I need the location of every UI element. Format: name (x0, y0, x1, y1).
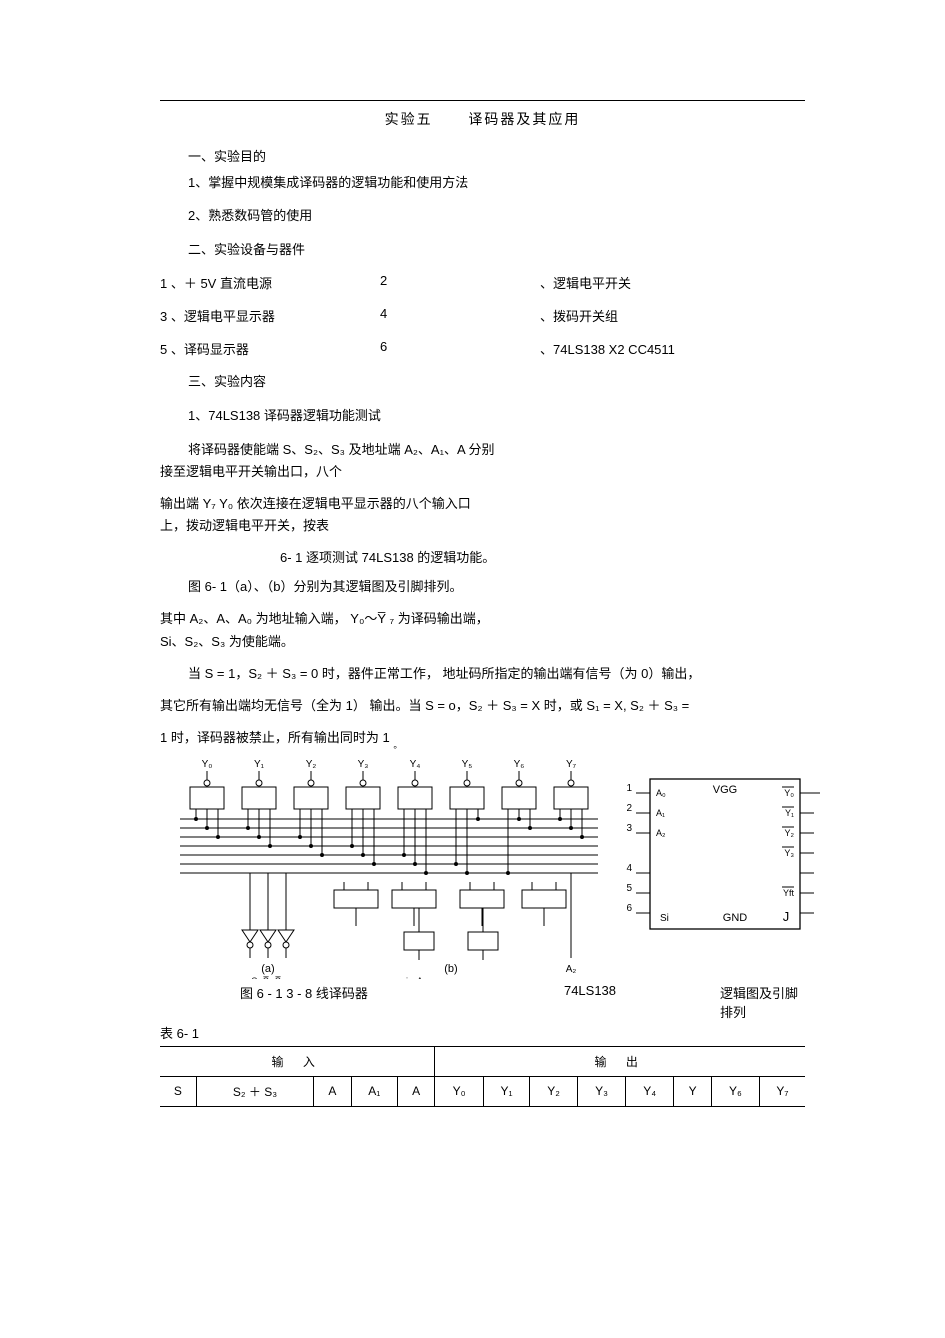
section-1-heading: 一、实验目的 (160, 147, 805, 167)
equip-2a: 3 、逻辑电平显示器 (160, 306, 380, 325)
th-col: Y₁ (483, 1076, 529, 1106)
paragraph-6: 其它所有输出端均无信号（全为 1） 输出。当 S = o，S₂ ＋ S₃ = X… (160, 695, 805, 717)
table-head-cols: SS₂ ＋ S₃AA₁AY₀Y₁Y₂Y₃Y₄YY₆Y₇ (160, 1076, 805, 1106)
paragraph-1: 将译码器使能端 S、S₂、S₃ 及地址端 A₂、A₁、A 分别 接至逻辑电平开关… (160, 439, 805, 483)
svg-text:Y₀: Y₀ (202, 759, 213, 770)
svg-text:Y₆: Y₆ (514, 759, 525, 770)
para1-line2: 接至逻辑电平开关输出口，八个 (160, 464, 342, 479)
doc-title: 实验五 译码器及其应用 (160, 109, 805, 129)
equip-row-3: 5 、译码显示器 6 、74LS138 X2 CC4511 (160, 339, 805, 358)
circuit-diagram: Y₀ Y₁ Y₂ Y₃ Y₄ Y₅ Y₆ Y₇ (a)S₁ S̅₂ S̅₃ (b) j₁₀ As A₂… (160, 759, 805, 979)
svg-text:Y₁: Y₁ (254, 759, 265, 770)
svg-text:Y₂: Y₂ (785, 828, 795, 838)
section-3-heading: 三、实验内容 (160, 372, 805, 392)
svg-text:Y₇: Y₇ (566, 759, 577, 770)
svg-text:j₁₀ As: j₁₀ As (405, 976, 428, 979)
equip-1a: 1 、＋ 5V 直流电源 (160, 273, 380, 292)
th-col: Y₄ (626, 1076, 674, 1106)
caption-left: 图 6 - 1 3 - 8 线译码器 (160, 983, 500, 1021)
th-output-group: 输 出 (435, 1046, 805, 1076)
th-col: A₁ (351, 1076, 397, 1106)
svg-text:Y₃: Y₃ (784, 848, 794, 858)
svg-text:Y₂: Y₂ (306, 759, 317, 770)
svg-text:Y₅: Y₅ (462, 759, 473, 770)
title-left: 实验五 (385, 111, 433, 127)
svg-text:(b): (b) (444, 963, 457, 975)
th-col: Y₇ (759, 1076, 805, 1106)
th-input-group: 输 入 (160, 1046, 435, 1076)
section-1-item-2: 2、熟悉数码管的使用 (160, 206, 805, 226)
document-page: 实验五 译码器及其应用 一、实验目的 1、掌握中规模集成译码器的逻辑功能和使用方… (0, 0, 945, 1167)
equip-row-1: 1 、＋ 5V 直流电源 2 、逻辑电平开关 (160, 273, 805, 292)
caption-mid: 74LS138 (500, 983, 680, 1021)
equip-1b: 2 (380, 273, 540, 292)
paragraph-2: 输出端 Y₇ Y₀ 依次连接在逻辑电平显示器的八个输入口 上，拨动逻辑电平开关，… (160, 493, 805, 537)
equip-1c: 、逻辑电平开关 (540, 273, 805, 292)
th-col: Y₆ (711, 1076, 759, 1106)
svg-text:Si: Si (660, 913, 669, 924)
para2-line1: 输出端 Y₇ Y₀ 依次连接在逻辑电平显示器的八个输入口 (160, 496, 471, 511)
paragraph-4: 其中 A₂、A、A₀ 为地址输入端， Y₀～Y̅ ₇ 为译码输出端， Si、S₂… (160, 608, 805, 652)
svg-text:GND: GND (723, 912, 748, 924)
svg-text:6: 6 (626, 903, 632, 914)
svg-text:A₂: A₂ (566, 964, 577, 975)
paragraph-3: 图 6- 1（a）、（b）分别为其逻辑图及引脚排列。 (160, 576, 805, 598)
paragraph-7: 1 时，译码器被禁止，所有输出同时为 1 。 (160, 727, 805, 749)
svg-text:S₁ S̅₂ S̅₃: S₁ S̅₂ S̅₃ (251, 976, 285, 979)
svg-text:VGG: VGG (713, 784, 737, 796)
th-col: A (397, 1076, 434, 1106)
equip-3a: 5 、译码显示器 (160, 339, 380, 358)
equip-2c: 、拨码开关组 (540, 306, 805, 325)
section-1-item-1: 1、掌握中规模集成译码器的逻辑功能和使用方法 (160, 173, 805, 193)
caption-right: 逻辑图及引脚排列 (680, 983, 805, 1021)
th-col: Y₃ (577, 1076, 625, 1106)
title-right: 译码器及其应用 (468, 111, 580, 127)
para2-line2: 上，拨动逻辑电平开关，按表 (160, 518, 329, 533)
para4-line1: 其中 A₂、A、A₀ 为地址输入端， Y₀～Y̅ ₇ 为译码输出端， (160, 611, 489, 626)
th-col: Y₂ (530, 1076, 578, 1106)
th-col: A (314, 1076, 351, 1106)
svg-text:Y₀: Y₀ (784, 788, 794, 798)
equip-2b: 4 (380, 306, 540, 325)
svg-text:Y₃: Y₃ (358, 759, 369, 770)
svg-text:Y₁: Y₁ (785, 808, 794, 818)
th-col: Y₀ (435, 1076, 483, 1106)
equip-3c: 、74LS138 X2 CC4511 (500, 339, 805, 358)
svg-text:J: J (783, 909, 790, 924)
th-col: S (160, 1076, 196, 1106)
section-3-item-1: 1、74LS138 译码器逻辑功能测试 (160, 406, 805, 426)
diagram-svg: Y₀ Y₁ Y₂ Y₃ Y₄ Y₅ Y₆ Y₇ (a)S₁ S̅₂ S̅₃ (b) j₁₀ As A₂… (160, 759, 820, 979)
svg-text:A₂: A₂ (656, 828, 666, 838)
th-col: S₂ ＋ S₃ (196, 1076, 313, 1106)
equip-row-2: 3 、逻辑电平显示器 4 、拨码开关组 (160, 306, 805, 325)
svg-text:A₁: A₁ (656, 808, 665, 818)
top-rule (160, 100, 805, 101)
paragraph-5: 当 S = 1，S₂ ＋ S₃ = 0 时，器件正常工作， 地址码所指定的输出端… (160, 663, 805, 685)
para2-line3: 6- 1 逐项测试 74LS138 的逻辑功能。 (160, 547, 805, 566)
svg-text:4: 4 (626, 863, 632, 874)
figure-caption: 图 6 - 1 3 - 8 线译码器 74LS138 逻辑图及引脚排列 (160, 983, 805, 1021)
svg-text:Y₄: Y₄ (410, 759, 421, 770)
section-2-heading: 二、实验设备与器件 (160, 240, 805, 260)
para4-line2: Si、S₂、S₃ 为使能端。 (160, 634, 294, 649)
th-col: Y (674, 1076, 711, 1106)
para1-line1: 将译码器使能端 S、S₂、S₃ 及地址端 A₂、A₁、A 分别 (188, 442, 495, 457)
truth-table: 输 入 输 出 SS₂ ＋ S₃AA₁AY₀Y₁Y₂Y₃Y₄YY₆Y₇ (160, 1046, 805, 1107)
svg-text:A₀: A₀ (656, 788, 666, 798)
svg-text:2: 2 (626, 803, 632, 814)
table-head-groups: 输 入 输 出 (160, 1046, 805, 1076)
svg-text:3: 3 (626, 823, 632, 834)
svg-text:1: 1 (626, 783, 632, 794)
equip-3b: 6 (380, 339, 500, 358)
svg-text:Yft: Yft (783, 888, 795, 898)
table-label: 表 6- 1 (160, 1023, 805, 1042)
svg-text:5: 5 (626, 883, 632, 894)
svg-text:(a): (a) (261, 963, 274, 975)
